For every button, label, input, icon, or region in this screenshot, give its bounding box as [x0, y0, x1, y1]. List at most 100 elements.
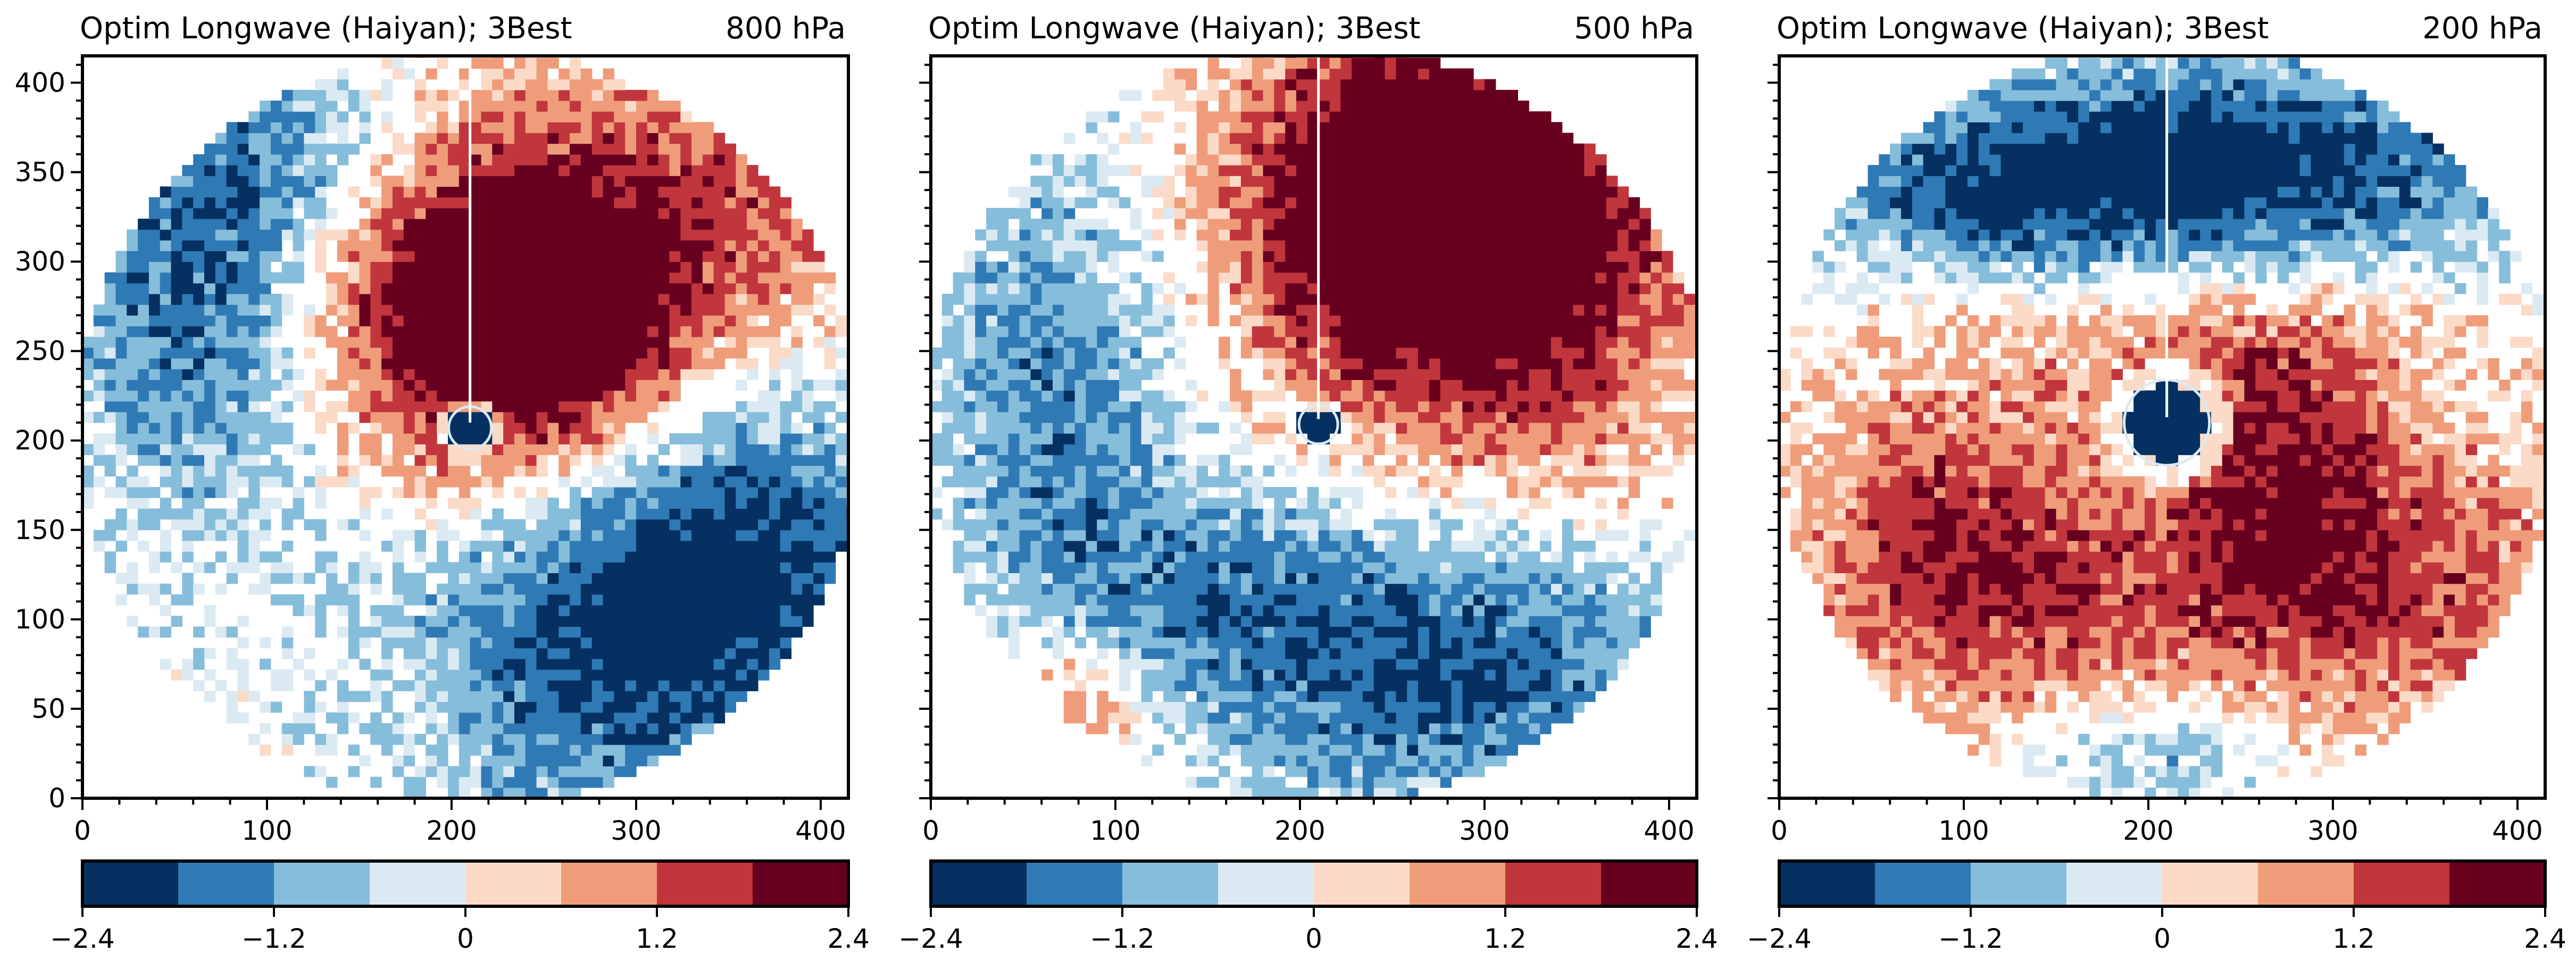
heatmap-cell: [591, 347, 604, 359]
heatmap-cell: [171, 336, 182, 348]
heatmap-cell: [1639, 605, 1651, 616]
heatmap-cell: [514, 176, 526, 187]
heatmap-cell: [359, 626, 371, 638]
heatmap-cell: [580, 744, 593, 756]
heatmap-cell: [127, 465, 138, 477]
heatmap-cell: [558, 551, 570, 562]
heatmap-cell: [481, 755, 493, 767]
heatmap-cell: [603, 551, 614, 562]
heatmap-cell: [1219, 658, 1230, 670]
heatmap-cell: [724, 658, 736, 670]
heatmap-cell: [702, 326, 714, 337]
heatmap-cell: [481, 562, 493, 574]
heatmap-cell: [1373, 744, 1386, 756]
heatmap-cell: [691, 562, 703, 574]
heatmap-cell: [1595, 498, 1607, 509]
heatmap-cell: [503, 186, 515, 198]
heatmap-cell: [348, 583, 360, 595]
heatmap-cell: [1352, 423, 1363, 434]
heatmap-cell: [1063, 701, 1076, 713]
heatmap-cell: [370, 562, 382, 574]
heatmap-cell: [1285, 723, 1297, 734]
heatmap-cell: [381, 347, 393, 359]
heatmap-cell: [802, 529, 814, 541]
heatmap-cell: [1396, 637, 1407, 649]
heatmap-cell: [359, 101, 371, 112]
heatmap-cell: [1550, 605, 1563, 616]
heatmap-cell: [1163, 723, 1175, 734]
heatmap-cell: [248, 154, 260, 166]
heatmap-cell: [824, 326, 836, 337]
heatmap-cell: [1019, 551, 1031, 562]
heatmap-cell: [1274, 669, 1286, 681]
heatmap-cell: [458, 379, 471, 391]
heatmap-cell: [669, 390, 681, 402]
heatmap-cell: [270, 401, 282, 412]
heatmap-cell: [359, 658, 371, 670]
heatmap-cell: [138, 229, 149, 241]
heatmap-cell: [1440, 433, 1452, 445]
heatmap-cell: [1584, 605, 1596, 616]
heatmap-cell: [1063, 605, 1076, 616]
heatmap-cell: [1462, 583, 1474, 595]
heatmap-cell: [215, 304, 227, 316]
heatmap-cell: [724, 540, 736, 552]
heatmap-cell: [1041, 529, 1053, 541]
heatmap-cell: [747, 680, 758, 691]
heatmap-cell: [1108, 626, 1120, 638]
heatmap-cell: [1540, 498, 1552, 509]
heatmap-cell: [248, 498, 260, 509]
heatmap-cell: [182, 358, 194, 369]
heatmap-cell: [448, 154, 460, 166]
heatmap-cell: [138, 251, 149, 262]
heatmap-cell: [226, 133, 238, 144]
heatmap-cell: [492, 755, 504, 767]
heatmap-cell: [348, 251, 360, 262]
heatmap-cell: [536, 433, 548, 445]
heatmap-cell: [1683, 529, 1696, 541]
heatmap-cell: [1108, 605, 1120, 616]
heatmap-cell: [1550, 423, 1563, 434]
heatmap-cell: [669, 465, 681, 477]
heatmap-cell: [580, 101, 593, 112]
heatmap-cell: [547, 573, 559, 584]
heatmap-cell: [525, 186, 537, 198]
heatmap-cell: [1296, 701, 1308, 713]
heatmap-cell: [791, 261, 803, 273]
heatmap-cell: [1362, 712, 1374, 724]
heatmap-cell: [547, 616, 559, 627]
heatmap-cell: [281, 165, 294, 176]
heatmap-cell: [426, 165, 437, 176]
heatmap-cell: [1252, 648, 1264, 659]
heatmap-cell: [691, 626, 703, 638]
heatmap-cell: [458, 272, 471, 284]
heatmap-cell: [680, 691, 692, 702]
heatmap-cell: [1240, 691, 1253, 702]
heatmap-cell: [591, 261, 604, 273]
heatmap-cell: [370, 347, 382, 359]
heatmap-cell: [669, 186, 681, 198]
heatmap-cell: [104, 369, 116, 380]
heatmap-cell: [591, 79, 604, 90]
heatmap-cell: [669, 691, 681, 702]
heatmap-cell: [514, 336, 526, 348]
heatmap-cell: [614, 691, 626, 702]
heatmap-cell: [1240, 787, 1253, 798]
heatmap-cell: [1163, 444, 1175, 456]
heatmap-cell: [570, 529, 581, 541]
heatmap-cell: [370, 336, 382, 348]
heatmap-cell: [182, 369, 194, 380]
heatmap-cell: [426, 154, 437, 166]
heatmap-cell: [1451, 637, 1463, 649]
heatmap-cell: [171, 562, 182, 574]
heatmap-cell: [1595, 529, 1607, 541]
heatmap-cell: [304, 326, 315, 337]
heatmap-cell: [148, 208, 161, 219]
heatmap-cell: [591, 197, 604, 209]
heatmap-cell: [702, 626, 714, 638]
heatmap-cell: [702, 423, 714, 434]
heatmap-cell: [260, 294, 271, 305]
heatmap-cell: [437, 423, 448, 434]
heatmap-cell: [636, 605, 648, 616]
heatmap-cell: [426, 433, 437, 445]
